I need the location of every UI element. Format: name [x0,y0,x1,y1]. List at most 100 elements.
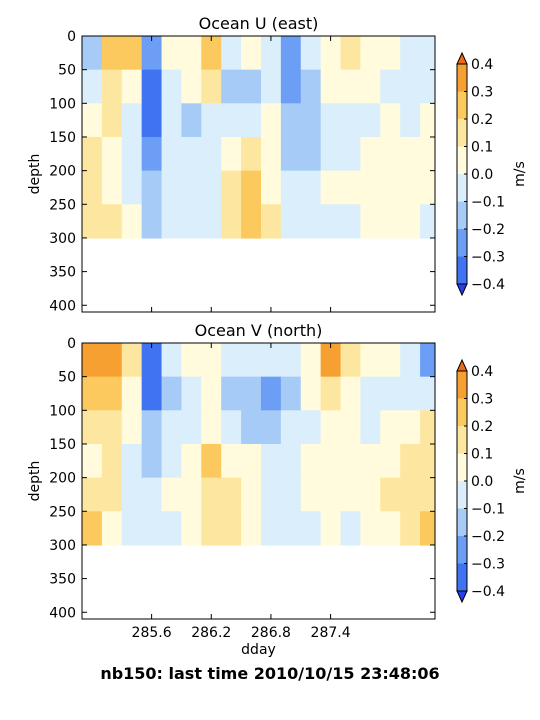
heatmap-cell [201,69,222,104]
heatmap-cell [201,36,222,71]
heatmap-cell [260,136,282,172]
colorbar-tick-label: −0.1 [471,502,505,518]
heatmap-cell [320,477,342,512]
y-tick-label: 50 [58,370,76,386]
heatmap-cell [420,410,435,445]
heatmap-cell [360,69,381,104]
heatmap-cell [280,36,302,71]
heatmap-cell [340,410,362,445]
heatmap-cell [82,511,103,546]
heatmap-cell [141,511,163,546]
heatmap-cell [181,376,202,411]
heatmap-cell [360,443,381,479]
colorbar-tick-label: −0.4 [471,584,505,600]
y-tick-label: 250 [49,504,76,520]
colorbar-segment [457,481,467,509]
heatmap-cell [241,69,262,104]
heatmap-cell [241,36,262,71]
heatmap-cell [241,136,262,172]
heatmap-cell [82,69,103,104]
heatmap-cell [360,511,381,546]
heatmap-cell [340,376,362,411]
heatmap-cell [420,343,435,378]
heatmap-cell [260,36,282,71]
heatmap-cell [380,343,401,378]
heatmap-cell [221,410,242,445]
y-tick-label: 100 [49,403,76,419]
heatmap-cell [360,36,381,71]
heatmap-cell [141,136,163,172]
heatmap-cell [300,136,322,172]
colorbar-segment [457,64,467,92]
heatmap-cell [101,103,123,138]
heatmap-cell [241,376,262,411]
y-tick-label: 150 [49,130,76,146]
heatmap-cell [121,69,143,104]
heatmap-cell [300,511,322,546]
heatmap-cell [201,103,222,138]
y-tick-label: 50 [58,63,76,79]
heatmap-cell [360,343,381,378]
y-axis-label: depth [27,154,43,195]
heatmap-cell [221,103,242,138]
heatmap-cell [221,69,242,104]
heatmap-cell [181,343,202,378]
heatmap-cell [380,136,401,172]
heatmap-cell [181,136,202,172]
heatmap-cell [241,410,262,445]
heatmap-cell [400,511,421,546]
heatmap-cell [280,136,302,172]
colorbar-tick-label: −0.2 [471,222,505,238]
colorbar-segment [457,563,467,592]
colorbar-segment [457,398,467,427]
colorbar-tick-label: 0.4 [471,57,493,73]
heatmap-cell [201,136,222,172]
y-tick-label: 200 [49,471,76,487]
heatmap-cells [82,343,435,546]
heatmap-cell [340,204,362,239]
heatmap-cell [400,410,421,445]
heatmap-cell [121,103,143,138]
colorbar-unit-label: m/s [512,468,528,494]
heatmap-cell [280,477,302,512]
heatmap-cell [82,443,103,479]
heatmap-cell [101,170,123,205]
heatmap-cell [360,170,381,205]
heatmap-cell [340,103,362,138]
heatmap-cell [181,511,202,546]
heatmap-cell [340,477,362,512]
heatmap-cell [181,69,202,104]
heatmap-cell [340,69,362,104]
heatmap-cell [420,69,435,104]
heatmap-cell [121,204,143,239]
heatmap-cell [101,204,123,239]
y-tick-label: 350 [49,572,76,588]
heatmap-cell [260,443,282,479]
colorbar-segment [457,174,467,202]
colorbar-extend-min [456,590,468,604]
y-tick-label: 150 [49,437,76,453]
colorbar-tick-label: 0.1 [471,447,493,463]
axes-frame [81,35,436,313]
heatmap-cell [221,36,242,71]
heatmap-cell [221,376,242,411]
heatmap-cell [121,410,143,445]
heatmap-cell [400,36,421,71]
colorbar-tick-label: −0.3 [471,250,505,266]
x-axis-label: dday [241,642,276,658]
heatmap-cell [161,511,183,546]
colorbar-tick-label: 0.4 [471,364,493,380]
heatmap-cell [101,343,123,378]
heatmap-cell [360,103,381,138]
heatmap-cell [280,69,302,104]
heatmap-cell [400,69,421,104]
heatmap-cell [161,443,183,479]
colorbar-tick-label: 0.0 [471,167,493,183]
heatmap-cell [241,343,262,378]
heatmap-cell [221,343,242,378]
heatmap-cell [121,36,143,71]
heatmap-cell [320,443,342,479]
heatmap-cell [280,443,302,479]
heatmap-cell [380,511,401,546]
